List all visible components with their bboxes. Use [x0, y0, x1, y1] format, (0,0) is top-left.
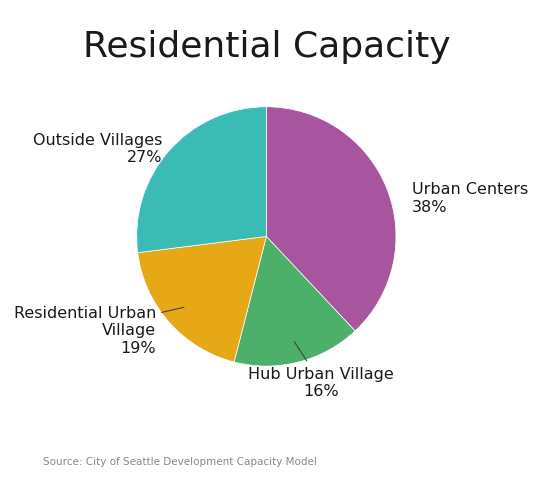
Text: Residential Urban
Village
19%: Residential Urban Village 19%: [14, 305, 184, 355]
Wedge shape: [137, 108, 266, 253]
Wedge shape: [234, 237, 355, 366]
Wedge shape: [266, 108, 396, 331]
Text: Hub Urban Village
16%: Hub Urban Village 16%: [248, 342, 393, 399]
Text: Source: City of Seattle Development Capacity Model: Source: City of Seattle Development Capa…: [43, 456, 317, 466]
Text: Outside Villages
27%: Outside Villages 27%: [33, 133, 163, 165]
Text: Urban Centers
38%: Urban Centers 38%: [411, 182, 528, 214]
Title: Residential Capacity: Residential Capacity: [82, 30, 450, 64]
Wedge shape: [138, 237, 266, 362]
